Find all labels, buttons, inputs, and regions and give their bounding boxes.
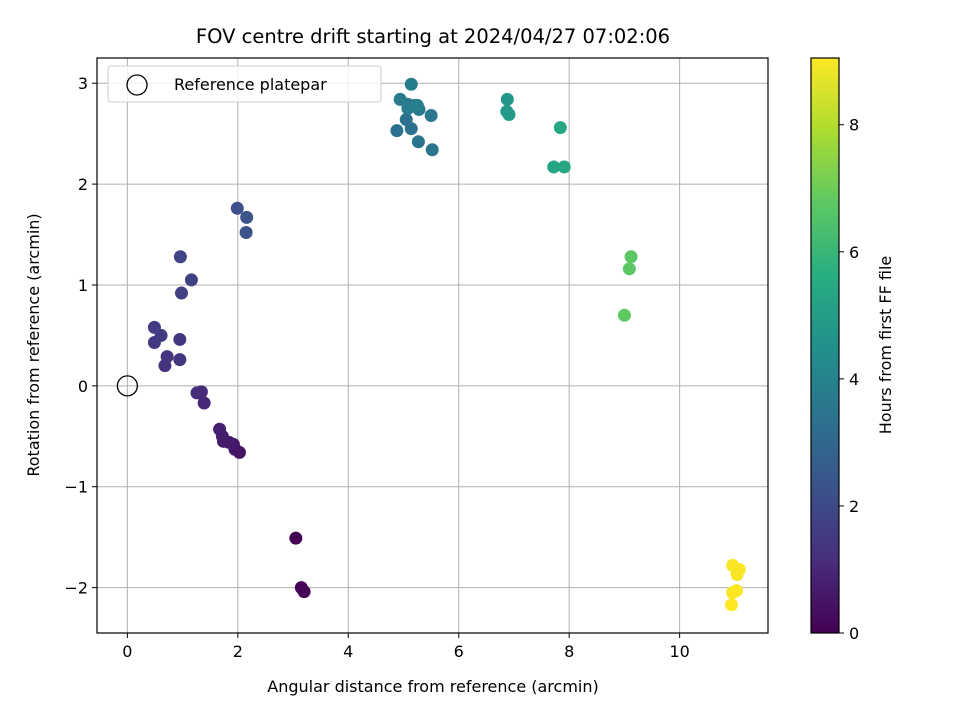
data-point <box>424 109 438 122</box>
y-tick-label: 1 <box>78 276 88 295</box>
legend: Reference platepar <box>107 65 382 103</box>
y-axis-label: Rotation from reference (arcmin) <box>24 213 43 476</box>
colorbar <box>810 57 840 634</box>
x-tick-label: 0 <box>122 642 132 661</box>
data-point <box>404 77 418 91</box>
data-point <box>553 121 567 135</box>
data-point <box>622 262 636 276</box>
data-point <box>147 320 161 334</box>
x-tick-label: 6 <box>454 642 464 661</box>
x-axis-ticks: 0 2 4 6 8 10 <box>122 633 690 661</box>
data-point <box>184 273 198 287</box>
colorbar-ticks: 0 2 4 6 8 <box>839 116 859 643</box>
data-point <box>725 598 739 612</box>
data-point <box>197 396 211 410</box>
colorbar-label: Hours from first FF file <box>876 256 895 435</box>
data-point <box>730 567 744 581</box>
y-axis-ticks: −2 −1 0 1 2 3 <box>64 74 97 598</box>
data-point <box>393 92 407 106</box>
data-point <box>557 160 571 174</box>
colorbar-tick-label: 0 <box>849 624 859 643</box>
plot-area-frame <box>96 57 769 634</box>
y-tick-label: −1 <box>64 478 88 497</box>
data-point <box>160 350 174 364</box>
data-points <box>116 77 746 612</box>
chart-title: FOV centre drift starting at 2024/04/27 … <box>196 25 670 48</box>
legend-box <box>107 65 382 103</box>
y-tick-label: 3 <box>78 74 88 93</box>
data-point <box>239 226 253 240</box>
y-tick-label: 2 <box>78 175 88 194</box>
data-point <box>297 585 311 599</box>
data-point <box>289 531 303 545</box>
data-point <box>624 250 638 264</box>
data-point <box>213 422 227 436</box>
data-point <box>425 143 439 157</box>
reference-platepar-marker <box>116 375 139 397</box>
legend-marker-open-circle <box>126 74 148 96</box>
data-point <box>617 308 631 322</box>
x-tick-label: 10 <box>669 642 689 661</box>
data-point <box>173 353 187 367</box>
y-tick-label: 0 <box>78 377 88 396</box>
data-point <box>240 210 254 224</box>
data-point <box>390 124 404 138</box>
data-point <box>730 584 744 598</box>
data-point <box>500 92 514 106</box>
x-tick-label: 8 <box>564 642 574 661</box>
x-tick-label: 2 <box>233 642 243 661</box>
colorbar-tick-label: 4 <box>849 370 859 389</box>
data-point <box>410 98 424 112</box>
data-point <box>230 201 244 215</box>
legend-label: Reference platepar <box>174 75 327 94</box>
grid <box>97 58 768 633</box>
data-point <box>547 160 561 174</box>
x-axis-label: Angular distance from reference (arcmin) <box>267 677 598 696</box>
data-point <box>173 250 187 264</box>
y-tick-label: −2 <box>64 579 88 598</box>
colorbar-tick-label: 2 <box>849 497 859 516</box>
data-point <box>174 286 188 300</box>
colorbar-tick-label: 6 <box>849 243 859 262</box>
data-point <box>502 107 516 121</box>
data-point <box>190 386 204 400</box>
data-point <box>411 135 425 149</box>
data-point <box>173 332 187 346</box>
data-point <box>399 113 413 127</box>
colorbar-tick-label: 8 <box>849 116 859 135</box>
x-tick-label: 4 <box>343 642 353 661</box>
